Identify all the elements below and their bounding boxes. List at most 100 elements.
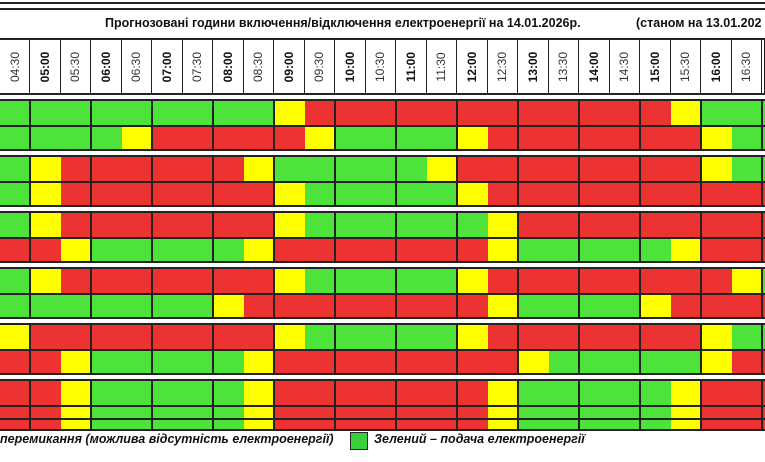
slot-power-on: [152, 295, 183, 317]
hour-divider: [212, 325, 214, 349]
slot-power-on: [335, 127, 366, 149]
hour-divider: [761, 101, 763, 125]
hour-divider: [761, 295, 763, 317]
slot-switching: [731, 269, 763, 293]
slot-power-off: [670, 325, 702, 349]
time-header-cell: 11:00: [396, 40, 427, 93]
top-border: [0, 2, 765, 4]
slot-power-off: [335, 381, 366, 405]
hour-divider: [456, 213, 458, 237]
hour-divider: [639, 213, 641, 237]
hour-divider: [212, 101, 214, 125]
time-header-cell: 11:30: [427, 40, 457, 93]
slot-power-off: [121, 183, 153, 205]
time-label: 09:30: [312, 51, 327, 82]
legend-green-label: Зелений – подача електроенергії: [374, 432, 585, 446]
slot-power-off: [609, 101, 641, 125]
slot-power-on: [762, 269, 765, 293]
slot-power-off: [731, 213, 763, 237]
slot-power-off: [396, 239, 427, 261]
slot-power-off: [152, 269, 183, 293]
slot-power-off: [731, 295, 763, 317]
hour-divider: [639, 157, 641, 181]
time-label: 13:30: [556, 51, 571, 82]
hour-divider: [334, 101, 336, 125]
slot-power-off: [701, 269, 732, 293]
slot-switching: [457, 325, 488, 349]
slot-switching: [30, 213, 61, 237]
hour-divider: [29, 325, 31, 349]
slot-power-off: [213, 269, 244, 293]
time-label: 10:30: [373, 51, 388, 82]
hour-divider: [578, 325, 580, 349]
slot-power-off: [213, 325, 244, 349]
slot-power-off: [518, 101, 549, 125]
slot-power-on: [0, 101, 31, 125]
slot-power-off: [701, 183, 732, 205]
hour-divider: [29, 351, 31, 373]
hour-divider: [90, 239, 92, 261]
hour-divider: [273, 269, 275, 293]
slot-power-on: [30, 127, 61, 149]
slot-power-on: [304, 325, 336, 349]
slot-power-on: [518, 295, 549, 317]
hour-divider: [334, 325, 336, 349]
hour-divider: [151, 325, 153, 349]
slot-power-off: [762, 351, 765, 373]
time-header-cell: 06:30: [122, 40, 152, 93]
slot-power-on: [426, 269, 458, 293]
slot-power-off: [609, 213, 641, 237]
slot-power-off: [182, 269, 214, 293]
hour-divider: [517, 295, 519, 317]
slot-power-off: [426, 101, 458, 125]
time-header-cell: 16:30: [732, 40, 762, 93]
hour-divider: [639, 381, 641, 405]
hour-divider: [29, 295, 31, 317]
hour-divider: [273, 101, 275, 125]
slot-power-off: [670, 183, 702, 205]
slot-power-on: [121, 351, 153, 373]
hour-divider: [90, 269, 92, 293]
hour-divider: [700, 127, 702, 149]
hour-divider: [700, 269, 702, 293]
hour-divider: [456, 183, 458, 205]
slot-power-on: [762, 325, 765, 349]
hour-divider: [90, 157, 92, 181]
slot-power-on: [731, 325, 763, 349]
hour-divider: [334, 213, 336, 237]
schedule-title: Прогнозовані години включення/відключенн…: [105, 16, 581, 30]
slot-power-off: [457, 157, 488, 181]
slot-power-off: [609, 183, 641, 205]
slot-power-off: [426, 351, 458, 373]
hour-divider: [456, 351, 458, 373]
schedule-row: [0, 125, 765, 149]
hour-divider: [456, 269, 458, 293]
time-label: 10:00: [342, 51, 357, 82]
slot-power-on: [182, 381, 214, 405]
hour-divider: [700, 351, 702, 373]
hour-divider: [151, 239, 153, 261]
hour-divider: [639, 101, 641, 125]
hour-divider: [395, 127, 397, 149]
slot-switching: [243, 157, 275, 181]
hour-divider: [212, 381, 214, 405]
slot-switching: [243, 239, 275, 261]
slot-power-on: [396, 183, 427, 205]
slot-power-off: [152, 325, 183, 349]
time-label: 15:00: [647, 51, 662, 82]
slot-power-off: [609, 325, 641, 349]
hour-divider: [639, 239, 641, 261]
legend-yellow-label: перемикання (можлива відсутність електро…: [0, 432, 334, 446]
slot-power-on: [91, 239, 122, 261]
slot-power-on: [152, 101, 183, 125]
slot-power-off: [213, 213, 244, 237]
slot-power-off: [487, 269, 519, 293]
hour-divider: [517, 325, 519, 349]
hour-divider: [517, 183, 519, 205]
slot-power-off: [335, 239, 366, 261]
slot-power-on: [731, 101, 763, 125]
schedule-row: [0, 349, 765, 373]
hour-divider: [517, 269, 519, 293]
hour-divider: [212, 157, 214, 181]
slot-power-off: [609, 157, 641, 181]
